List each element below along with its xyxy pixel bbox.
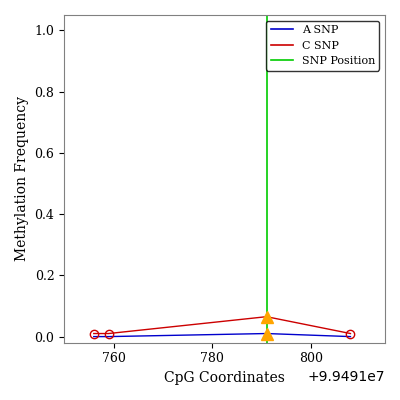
Legend: A SNP, C SNP, SNP Position: A SNP, C SNP, SNP Position [266,20,380,70]
X-axis label: CpG Coordinates: CpG Coordinates [164,371,285,385]
Y-axis label: Methylation Frequency: Methylation Frequency [15,96,29,261]
